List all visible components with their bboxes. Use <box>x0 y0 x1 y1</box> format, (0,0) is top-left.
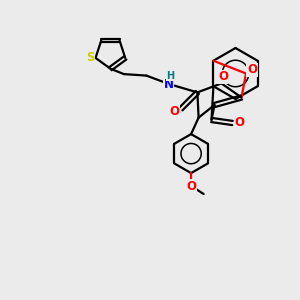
Text: O: O <box>169 105 179 118</box>
Text: O: O <box>186 179 196 193</box>
Text: S: S <box>86 51 94 64</box>
Text: O: O <box>218 70 228 83</box>
Text: O: O <box>234 116 244 130</box>
Text: O: O <box>247 63 257 76</box>
Text: N: N <box>164 77 174 91</box>
Text: H: H <box>166 70 175 81</box>
